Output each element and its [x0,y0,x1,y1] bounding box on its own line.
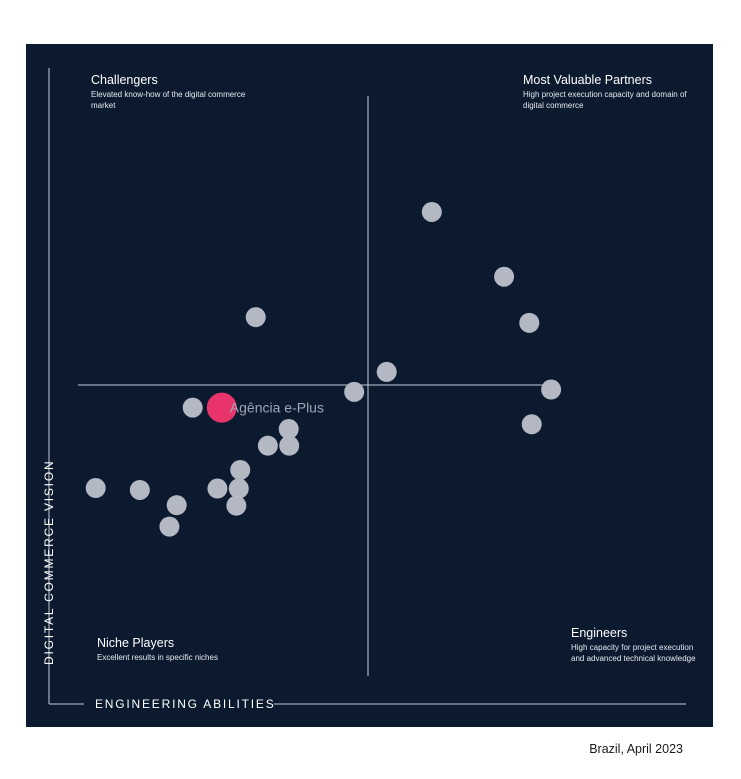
data-point [376,361,397,382]
data-point [519,312,540,333]
data-point [85,478,106,499]
data-point [228,478,249,499]
quadrant-description: Excellent results in specific niches [97,653,218,662]
data-point [541,379,562,400]
quadrant-title: Most Valuable Partners [523,73,652,87]
data-point [166,495,187,516]
quadrant-description: High project execution capacity and doma… [523,90,687,110]
quadrant-challengers: Challengers Elevated know-how of the dig… [91,73,261,111]
data-point [494,266,515,287]
x-axis-label: ENGINEERING ABILITIES [95,697,276,711]
quadrant-description: Elevated know-how of the digital commerc… [91,90,246,110]
data-point [278,419,299,440]
quadrant-engineers: Engineers High capacity for project exec… [571,626,701,664]
footer-caption: Brazil, April 2023 [589,742,683,756]
data-point [245,307,266,328]
y-axis-label: DIGITAL COMMERCE VISION [42,460,56,665]
data-point [159,516,180,537]
quadrant-niche-players: Niche Players Excellent results in speci… [97,636,267,664]
data-point [279,435,300,456]
data-point [230,459,251,480]
data-point [421,201,442,222]
data-point [129,479,150,500]
data-point [207,478,228,499]
quadrant-description: High capacity for project execution and … [571,643,696,663]
highlight-point-label: Agência e-Plus [230,400,324,416]
data-point [226,495,247,516]
quadrant-chart: ENGINEERING ABILITIES DIGITAL COMMERCE VI… [26,44,713,727]
highlight-point [206,392,237,423]
data-point [521,414,542,435]
data-point [257,435,278,456]
data-point [344,381,365,402]
quadrant-most-valuable-partners: Most Valuable Partners High project exec… [523,73,698,111]
quadrant-title: Engineers [571,626,628,640]
quadrant-title: Niche Players [97,636,175,650]
quadrant-title: Challengers [91,73,158,87]
chart-plot-area: ENGINEERING ABILITIES DIGITAL COMMERCE VI… [42,68,686,711]
data-point [182,397,203,418]
